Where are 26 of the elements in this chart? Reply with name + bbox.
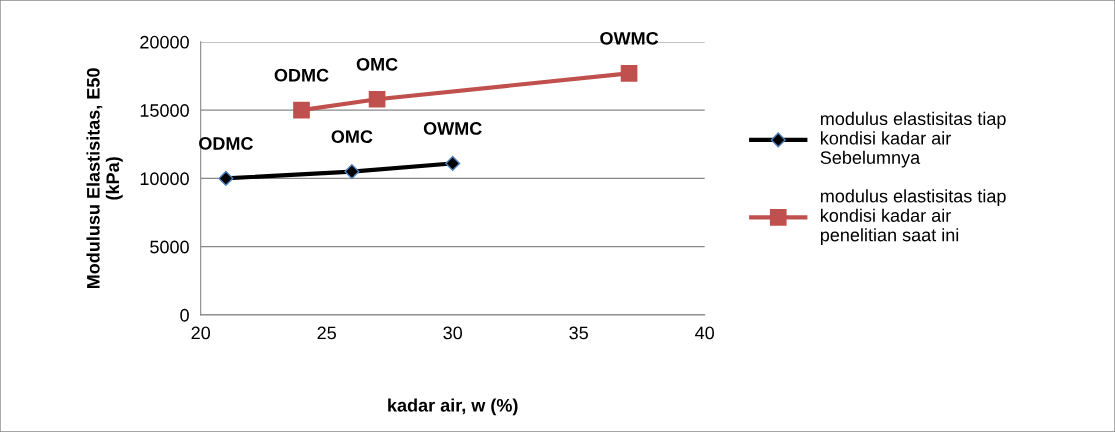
- annotation: ODMC: [199, 137, 253, 150]
- point: [293, 101, 310, 119]
- point: [218, 170, 234, 186]
- annotation: OWMC: [423, 122, 482, 135]
- x-tick-label: 20: [191, 326, 211, 340]
- point: [445, 155, 461, 171]
- y-tick-label: 10000: [140, 172, 189, 186]
- annotation: ODMC: [274, 68, 329, 82]
- annotation: OMC: [356, 57, 398, 71]
- legend-label: modulus elastisitas tiap kondisi kadar air penelitian saat ini: [820, 189, 1006, 245]
- x-tick-label: 25: [317, 326, 336, 340]
- annotation: OMC: [331, 130, 373, 144]
- y-axis-title: Modulusu Elastisitas, E50 (kPa): [86, 68, 123, 289]
- point: [344, 164, 360, 180]
- x-tick-label: 30: [443, 326, 463, 340]
- y-tick-label: 20000: [140, 35, 189, 49]
- x-tick-label: 40: [695, 326, 715, 340]
- x-axis-title: kadar air, w (%): [388, 398, 518, 416]
- legend-label: modulus elastisitas tiap kondisi kadar air Sebelumnya: [820, 111, 1006, 168]
- x-tick-label: 35: [569, 326, 588, 340]
- annotation: OWMC: [600, 31, 659, 45]
- point: [620, 64, 638, 82]
- y-tick-label: 15000: [140, 104, 189, 117]
- point: [368, 90, 386, 108]
- y-tick-label: 0: [180, 308, 189, 322]
- y-tick-label: 5000: [150, 240, 189, 254]
